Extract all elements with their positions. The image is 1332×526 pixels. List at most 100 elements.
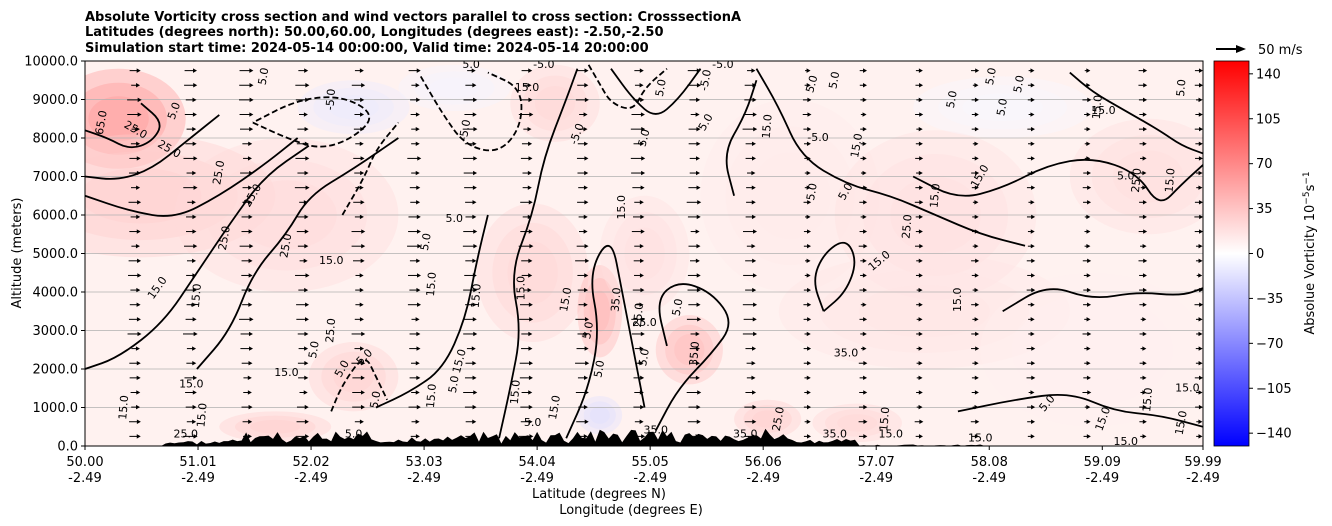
wind-vector-head [528,97,533,103]
wind-vector-head [1031,273,1036,278]
wind-vector-head [415,390,420,395]
wind-vector-head [695,258,700,264]
wind-vector-head [807,404,812,410]
x-tick-label-lon: -2.49 [633,471,667,486]
wind-vector-head [975,419,980,424]
wind-vector-head [360,97,365,103]
contour-label: 15.0 [1173,410,1190,436]
wind-vector-head [193,156,198,161]
wind-vector-head [863,434,868,439]
positive-contour [375,214,489,409]
wind-vector-head [640,112,645,117]
wind-vector-head [806,258,811,264]
wind-vector-head [193,243,198,249]
wind-vector-head [359,317,364,322]
wind-vector-head [359,419,364,424]
positive-contour [1069,71,1203,155]
wind-vector-head [1031,361,1036,366]
wind-vector-head [529,317,534,322]
wind-vector-head [697,200,702,205]
wind-vector-head [1142,390,1147,395]
wind-vector-head [192,390,197,395]
wind-vector-head [248,229,253,234]
wind-vector-head [1142,419,1147,424]
wind-vector-head [1142,434,1147,439]
wind-vector-head [1086,287,1091,293]
wind-vector-head [1087,185,1092,190]
wind-vector-head [974,126,979,132]
contour-label: -5.0 [323,88,338,111]
wind-vector-head [1030,390,1035,395]
wind-vector-head [528,419,533,424]
wind-vector-head [137,273,142,278]
colorbar-tick-label: −140 [1256,427,1292,442]
wind-vector-head [918,331,923,337]
negative-contour [419,71,523,152]
wind-vector-head [1030,83,1035,88]
wind-vector-head [863,229,868,234]
wind-vector-head [1087,302,1092,307]
contour-label: 5.0 [804,182,820,201]
wind-vector-head [473,243,478,249]
contour-label: 5.0 [256,67,272,86]
wind-vector-head [1086,434,1091,439]
wind-vector-head [528,200,533,205]
wind-vector-head [583,214,588,220]
wind-vector-head [640,229,645,234]
wind-vector-head [975,68,980,73]
wind-vector-head [417,302,422,307]
contour-label: 5.0 [462,58,480,71]
wind-vector-head [1142,287,1147,293]
wind-vector-head [192,404,197,410]
contour-label: 15.0 [1175,381,1200,394]
wind-vector-head [585,317,590,322]
wind-vector-head [529,112,534,117]
wind-vector-head [473,156,478,161]
positive-contour [196,137,399,370]
vorticity-blob [250,419,301,434]
wind-vector-head [807,361,812,366]
wind-vector-head [639,302,644,307]
contour-label: 15.0 [879,427,904,440]
wind-vector-head [359,302,364,307]
wind-vector-head [639,243,644,249]
wind-vector-head [862,258,867,264]
quiver-key: 50 m/s [1216,43,1303,58]
wind-vector-head [1086,68,1091,73]
wind-vector-head [863,390,868,395]
wind-vector-head [192,170,197,176]
wind-vector-head [359,185,364,190]
contour-label: 15.0 [515,81,540,94]
wind-vector-head [918,97,923,103]
wind-vector-head [473,331,478,337]
quiver-key-arrowhead [1236,45,1246,53]
wind-vector-head [192,346,197,351]
positive-contour [654,283,730,432]
wind-vector-head [472,419,477,424]
positive-contour [610,68,702,115]
wind-vector-head [247,390,252,395]
wind-vector-head [1198,361,1203,366]
wind-vector-head [415,141,420,146]
wind-vector-head [137,97,142,103]
wind-vector-head [753,302,758,307]
wind-vector-head [360,200,365,205]
wind-vector-head [528,404,533,410]
wind-vector-head [752,97,757,103]
wind-vector-head [584,419,589,424]
wind-vector-head [919,419,924,424]
vorticity-blob [655,315,723,385]
contour-label: 5.0 [983,67,999,86]
wind-vector-head [1087,200,1092,205]
wind-vector-head [305,156,310,161]
wind-vector-head [1087,390,1092,395]
wind-vector-head [696,273,701,278]
wind-vector-head [528,361,533,366]
wind-vector-head [1198,68,1203,73]
wind-vector-head [1030,200,1035,205]
wind-vector-head [305,273,310,278]
vorticity-blob [812,403,902,443]
wind-vector-head [360,404,365,410]
wind-vector-head [417,156,422,161]
